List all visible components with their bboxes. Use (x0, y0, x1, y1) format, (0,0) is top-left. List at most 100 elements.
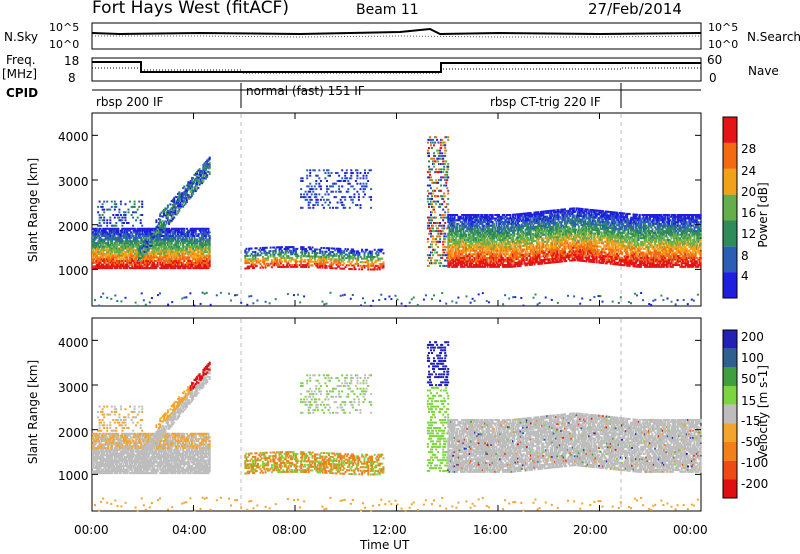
power-cell (155, 263, 158, 266)
power-cell (447, 247, 450, 250)
power-cell (463, 237, 466, 240)
power-cell (447, 176, 450, 179)
power-cell (103, 227, 106, 230)
power-cell (481, 222, 484, 225)
power-ytick-4000: 4000 (58, 130, 89, 144)
power-cell (322, 259, 325, 262)
power-cell (130, 263, 133, 266)
power-cell (108, 263, 111, 266)
power-cell (98, 238, 101, 241)
power-cell (182, 227, 185, 230)
power-cell (156, 261, 159, 264)
power-cell (118, 263, 121, 266)
power-cell (492, 224, 495, 227)
power-cell (173, 267, 176, 270)
power-cell (444, 211, 447, 214)
power-cell (356, 172, 359, 174)
power-cell (117, 261, 120, 264)
power-cell (198, 229, 201, 232)
power-cell (378, 266, 381, 269)
power-cell (165, 267, 168, 270)
power-cell (95, 243, 98, 246)
power-cell (184, 265, 187, 268)
power-cell (437, 181, 440, 184)
power-cell (126, 229, 129, 232)
power-cell (122, 227, 125, 230)
power-cell (350, 268, 353, 271)
power-cell (188, 267, 191, 270)
power-cell (126, 236, 129, 239)
power-cell (122, 240, 125, 243)
power-cell (495, 237, 498, 240)
power-cell (189, 265, 192, 268)
power-cell (97, 261, 100, 264)
power-cell (151, 242, 154, 245)
power-cell (191, 260, 193, 262)
power-cell (277, 262, 280, 265)
power-cell (189, 267, 192, 270)
power-cell (185, 238, 188, 241)
nave-tick-bottom: 0 (709, 71, 717, 85)
power-cell (192, 227, 195, 230)
power-cell (287, 255, 290, 258)
power-cell (122, 235, 125, 237)
power-cell (324, 172, 327, 174)
power-cell (208, 240, 211, 243)
power-cell (445, 184, 448, 187)
power-cell (170, 247, 173, 250)
velocity-panel-frame (91, 317, 702, 512)
power-cell (151, 260, 154, 262)
power-cell (454, 239, 457, 241)
power-cell (164, 263, 167, 266)
power-cell (133, 240, 136, 243)
power-cell (121, 254, 124, 257)
power-cell (95, 229, 98, 232)
power-cell (431, 246, 433, 249)
power-cell (133, 229, 136, 232)
power-cell (169, 247, 172, 250)
power-cell (306, 177, 309, 180)
power-cell (325, 257, 328, 260)
power-cell (185, 245, 188, 248)
power-cell (490, 260, 493, 263)
power-cell (296, 260, 299, 263)
power-cell (178, 263, 181, 266)
power-cell (185, 251, 188, 253)
power-cell (326, 180, 328, 182)
power-cell (98, 263, 101, 266)
power-cell (191, 238, 193, 241)
power-cell (174, 251, 177, 253)
power-cell (295, 258, 297, 261)
power-cell (173, 254, 176, 257)
power-cell (146, 235, 149, 237)
beam-title: Beam 11 (356, 2, 419, 18)
power-cell (430, 176, 432, 179)
power-cell (179, 247, 182, 250)
power-cell (166, 265, 169, 268)
power-cell (161, 238, 164, 241)
power-cell (443, 168, 446, 171)
power-cell (472, 247, 475, 250)
power-cell (306, 193, 309, 196)
power-cell (494, 219, 497, 222)
power-cell (193, 235, 196, 237)
power-cell (136, 240, 139, 243)
power-cell (437, 152, 440, 155)
power-cell (117, 240, 120, 243)
power-cell (188, 243, 191, 246)
power-cell (106, 252, 108, 255)
power-cell (126, 251, 129, 253)
power-cell (173, 231, 176, 234)
power-cell (131, 251, 134, 253)
power-cell (180, 263, 183, 266)
power-cell (125, 260, 127, 262)
power-cell (117, 235, 120, 237)
power-cell (206, 227, 209, 230)
power-cell (152, 263, 155, 266)
power-cell (470, 264, 473, 266)
power-cell (426, 171, 429, 174)
power-cell (156, 247, 159, 250)
power-cell (156, 240, 159, 243)
power-cell (166, 242, 169, 245)
power-cell (177, 245, 179, 248)
